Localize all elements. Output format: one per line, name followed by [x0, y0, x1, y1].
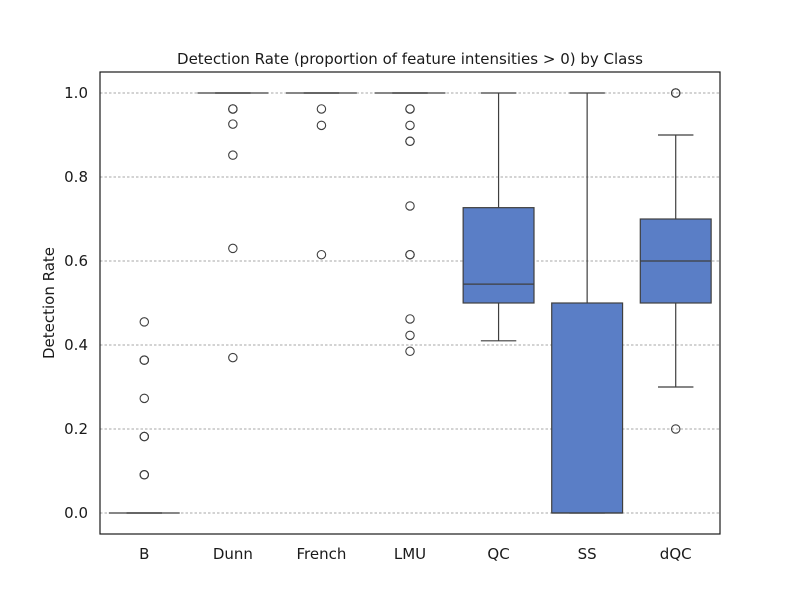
box-Dunn [197, 92, 269, 363]
outlier-point [228, 150, 238, 160]
box-B [108, 317, 180, 514]
y-tick-label: 0.2 [64, 420, 88, 438]
outlier-point [228, 243, 238, 254]
box-SS [551, 92, 624, 514]
y-tick-label: 0.4 [64, 336, 88, 354]
y-tick-labels: 0.0 0.2 0.4 0.6 0.8 1.0 [64, 84, 88, 522]
iqr-box [551, 302, 624, 514]
x-tick-label: SS [578, 545, 597, 563]
outlier-point [405, 249, 415, 260]
iqr-box [462, 207, 535, 304]
boxes [108, 88, 712, 514]
outlier-point [316, 249, 327, 260]
y-tick-label: 1.0 [64, 84, 88, 102]
outlier-point [139, 431, 150, 442]
outlier-point [405, 201, 415, 211]
outlier-point [405, 136, 415, 147]
outlier-point [139, 393, 150, 404]
box-dQC [639, 88, 712, 434]
plot-frame [99, 71, 721, 535]
outlier-point [139, 470, 150, 480]
outlier-point [670, 424, 681, 434]
y-tick-label: 0.8 [64, 168, 88, 186]
outlier-point [228, 119, 238, 129]
chart-title: Detection Rate (proportion of feature in… [177, 50, 643, 68]
x-tick-label: Dunn [213, 545, 253, 563]
outlier-point [139, 317, 150, 327]
outlier-point [405, 314, 415, 324]
y-tick-label: 0.0 [64, 504, 88, 522]
outlier-point [670, 88, 681, 98]
outlier-point [228, 104, 238, 114]
outlier-point [316, 120, 327, 131]
outlier-point [405, 346, 415, 357]
outlier-point [316, 104, 327, 114]
box-LMU [374, 92, 446, 357]
outlier-point [139, 355, 150, 365]
outlier-point [405, 120, 415, 131]
box-French [286, 92, 357, 260]
x-tick-label: French [296, 545, 346, 563]
x-tick-label: dQC [660, 545, 692, 563]
y-axis-label: Detection Rate [40, 247, 58, 359]
y-tick-label: 0.6 [64, 252, 88, 270]
x-tick-label: QC [487, 545, 509, 563]
grid-lines [100, 92, 720, 514]
outlier-point [405, 104, 415, 114]
x-tick-labels: B Dunn French LMU QC SS dQC [139, 545, 691, 563]
x-tick-label: B [139, 545, 149, 563]
outlier-point [405, 330, 415, 341]
box-QC [462, 92, 535, 342]
outlier-point [228, 352, 238, 363]
x-tick-label: LMU [394, 545, 426, 563]
